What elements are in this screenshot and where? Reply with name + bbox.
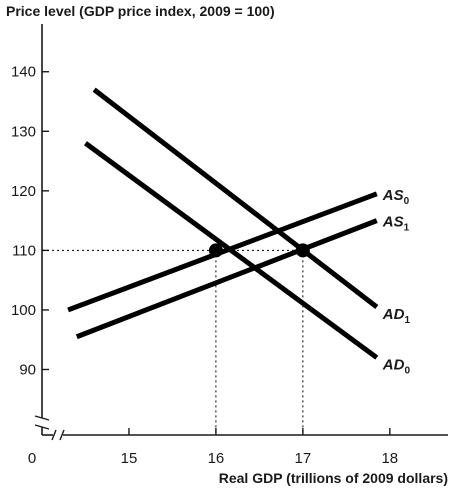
curve-ad1 [92,87,379,309]
axis-breaks [34,415,65,441]
label-as0: AS0 [382,187,410,207]
curve-ad0 [83,141,379,360]
ticks: 90 100 110 120 130 140 15 16 17 18 [11,64,398,467]
label-ad1: AD1 [382,306,411,326]
guide-lines [42,249,304,435]
x-tick-label: 15 [121,450,138,467]
y-axis-break-mark [34,415,50,421]
curve-as1 [75,218,378,340]
series-lines [67,87,379,360]
x-axis-break-mark [59,429,65,441]
x-tick-label: 16 [208,450,225,467]
label-as1: AS1 [382,214,410,234]
equilibrium-point [295,243,310,258]
y-tick-label: 120 [11,183,36,200]
x-tick-label: 18 [381,450,398,467]
x-axis-title: Real GDP (trillions of 2009 dollars) [219,470,448,486]
y-tick-label: 130 [11,123,36,140]
equilibrium-point [208,243,223,258]
label-ad0: AD0 [382,357,411,377]
y-tick-label: 110 [12,242,36,259]
equilibrium-points [208,243,310,258]
y-axis-break-mark [34,424,50,430]
y-tick-label: 100 [11,302,36,319]
x-tick-label: 17 [295,450,312,467]
x-axis-break-mark [51,429,57,441]
y-tick-label: 90 [19,361,36,378]
y-tick-label: 140 [11,64,36,81]
axes [34,24,448,441]
series-labels: AS0 AS1 AD0 AD1 [382,187,411,377]
origin-label: 0 [28,450,36,467]
y-axis-title: Price level (GDP price index, 2009 = 100… [6,3,275,19]
